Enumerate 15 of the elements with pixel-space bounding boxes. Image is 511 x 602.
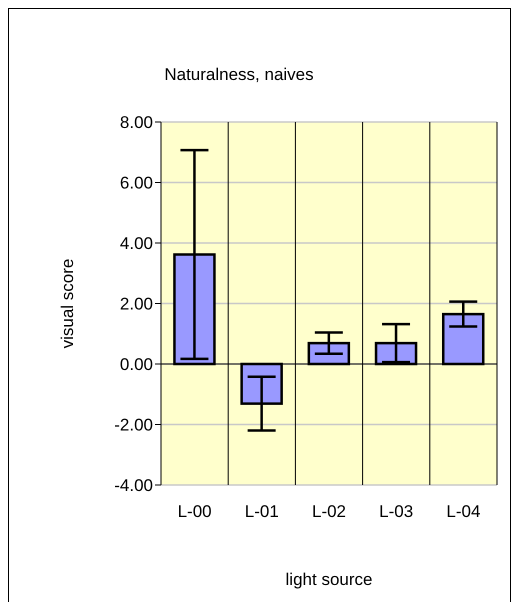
y-tick-label: -4.00 xyxy=(114,476,153,496)
x-tick-label: L-03 xyxy=(379,502,414,522)
y-tick-label: -2.00 xyxy=(114,416,153,435)
y-axis-title: visual score xyxy=(58,258,78,348)
y-tick-label: 6.00 xyxy=(120,174,153,193)
x-tick-label: L-04 xyxy=(446,502,480,522)
y-tick-label: 2.00 xyxy=(120,294,153,314)
y-tick-label: 0.00 xyxy=(120,355,153,374)
x-tick-label: L-01 xyxy=(244,502,279,522)
x-tick-label: L-00 xyxy=(178,502,212,522)
x-tick-label: L-02 xyxy=(312,502,346,522)
y-tick-label: 8.00 xyxy=(120,113,153,132)
y-tick-label: 4.00 xyxy=(120,234,153,254)
x-axis-title: light source xyxy=(286,570,372,589)
chart-title: Naturalness, naives xyxy=(163,65,315,85)
